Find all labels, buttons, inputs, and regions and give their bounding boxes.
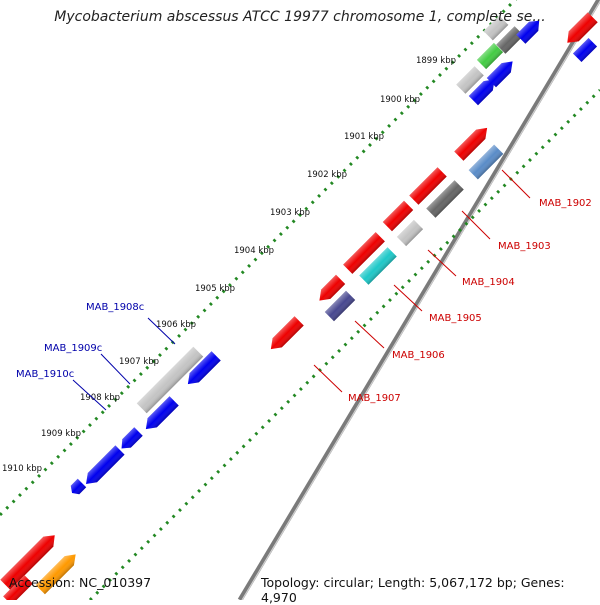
gene-red-2[interactable] [409,167,447,205]
gene-mab-1910c-b[interactable] [68,478,87,497]
callout-line [313,364,343,393]
gene-mab-1908c-blue[interactable] [183,351,221,388]
gene-top-green[interactable] [476,42,504,70]
tick-label: 1900 kbp [380,95,420,105]
gene-mab-1904[interactable] [396,219,424,247]
chromosome-backbone-highlight [241,0,600,600]
tick-label: 1905 kbp [195,284,235,294]
tick-label: 1906 kbp [156,320,196,330]
callout-line [427,249,457,277]
gene-label-reverse[interactable]: MAB_1902 [539,198,592,209]
tick-label: 1910 kbp [2,464,42,474]
gene-red-4[interactable] [343,232,385,274]
callout-line [501,169,531,199]
gene-top-gray-dark[interactable] [496,26,524,54]
gene-edge-blue[interactable] [572,37,598,63]
sequence-summary-text: Topology: circular; Length: 5,067,172 bp… [261,575,565,605]
gene-label-reverse[interactable]: MAB_1905 [429,313,482,324]
gene-mab-1909c[interactable] [141,396,179,433]
gene-label-forward[interactable]: MAB_1910c [16,369,74,380]
callout-line [100,353,131,385]
tick-label: 1899 kbp [416,56,456,66]
gene-top-gray-3[interactable] [456,66,484,94]
tick-label: 1904 kbp [234,246,274,256]
gene-mab-1908c[interactable] [136,346,204,414]
callout-line [72,379,107,411]
gene-red-3[interactable] [382,200,414,232]
tick-label: 1901 kbp [344,132,384,142]
chromosome-backbone [237,0,600,600]
gene-edge-red[interactable] [562,12,598,47]
gene-bottom-orange[interactable] [35,550,81,595]
gene-bottom-red[interactable] [0,530,59,590]
callout-line [393,284,423,312]
gene-red-5[interactable] [315,274,346,305]
gene-mab-1909c-b[interactable] [117,427,143,452]
gene-label-reverse[interactable]: MAB_1907 [348,393,401,404]
sequence-title: Mycobacterium abscessus ATCC 19977 chrom… [54,9,546,25]
gene-red-1[interactable] [454,123,491,161]
reverse-tick-rail [88,88,600,600]
tick-label: 1907 kbp [119,357,159,367]
gene-top-blue-3[interactable] [468,75,499,106]
callout-line [461,210,491,240]
gene-red-6[interactable] [266,316,304,353]
gene-mab-1910c[interactable] [81,445,125,488]
gene-label-forward[interactable]: MAB_1909c [44,343,102,354]
callout-line [147,317,176,345]
gene-bottom-red-2[interactable] [3,575,33,600]
tick-label: 1902 kbp [307,170,347,180]
gene-mab-1903[interactable] [426,180,464,218]
gene-label-reverse[interactable]: MAB_1903 [498,241,551,252]
gene-label-forward[interactable]: MAB_1908c [86,302,144,313]
accession-text: Accession: NC_010397 [9,575,152,590]
tick-label: 1909 kbp [41,429,81,439]
gene-mab-1905[interactable] [359,247,397,285]
tick-label: 1903 kbp [270,208,310,218]
tick-label: 1908 kbp [80,393,120,403]
gene-top-gray-light[interactable] [483,15,509,41]
gene-mab-1902[interactable] [468,144,504,180]
gene-top-blue-1[interactable] [516,16,544,44]
gene-label-reverse[interactable]: MAB_1904 [462,277,515,288]
callout-line [354,320,385,349]
gene-mab-1906[interactable] [324,290,356,322]
gene-label-reverse[interactable]: MAB_1906 [392,350,445,361]
